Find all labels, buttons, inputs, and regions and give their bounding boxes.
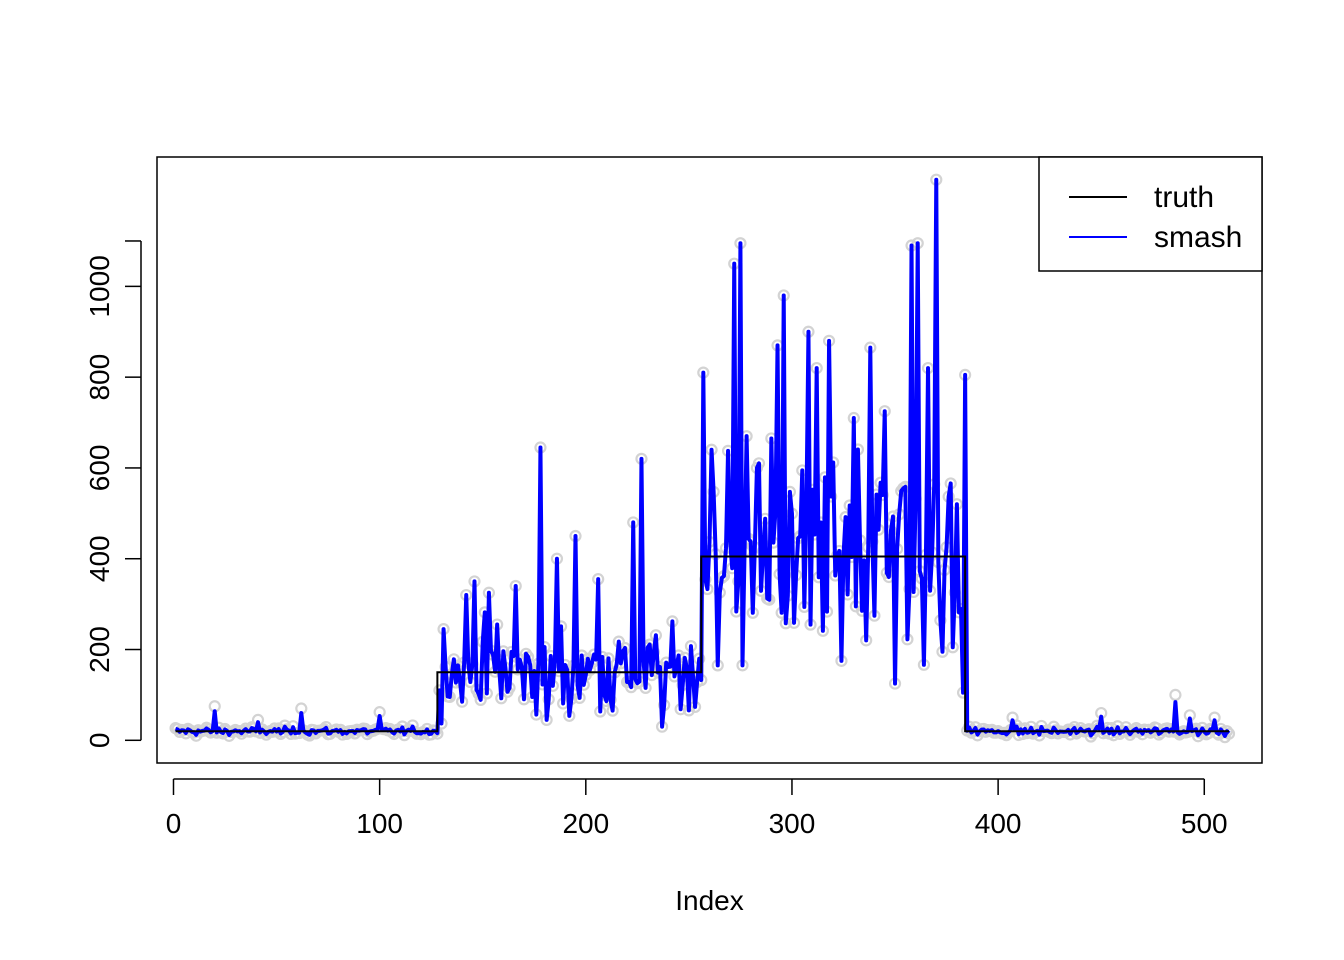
truth-line xyxy=(175,555,1230,733)
truth-series xyxy=(175,555,1230,733)
y-tick-label: 600 xyxy=(84,445,115,492)
x-tick-label: 100 xyxy=(356,808,403,839)
x-tick-label: 400 xyxy=(975,808,1022,839)
x-axis-title: Index xyxy=(675,885,744,916)
y-tick-label: 0 xyxy=(84,733,115,749)
legend-truth-label: truth xyxy=(1154,181,1214,214)
y-axis: 0 200 400 600 800 1000 xyxy=(84,240,142,749)
y-tick-label: 800 xyxy=(84,354,115,401)
legend-box xyxy=(1038,156,1263,272)
y-tick-label: 1000 xyxy=(84,255,115,317)
legend-smash-label: smash xyxy=(1154,221,1242,254)
x-tick-label: 500 xyxy=(1181,808,1228,839)
y-tick-label: 200 xyxy=(84,626,115,673)
x-tick-label: 300 xyxy=(769,808,816,839)
observation-point xyxy=(1169,688,1182,702)
plot-frame xyxy=(156,156,1263,764)
y-tick-label: 400 xyxy=(84,535,115,582)
x-axis: 0 100 200 300 400 500 xyxy=(166,778,1228,839)
legend: truth smash xyxy=(1038,156,1263,272)
x-tick-label: 200 xyxy=(562,808,609,839)
x-tick-label: 0 xyxy=(166,808,182,839)
